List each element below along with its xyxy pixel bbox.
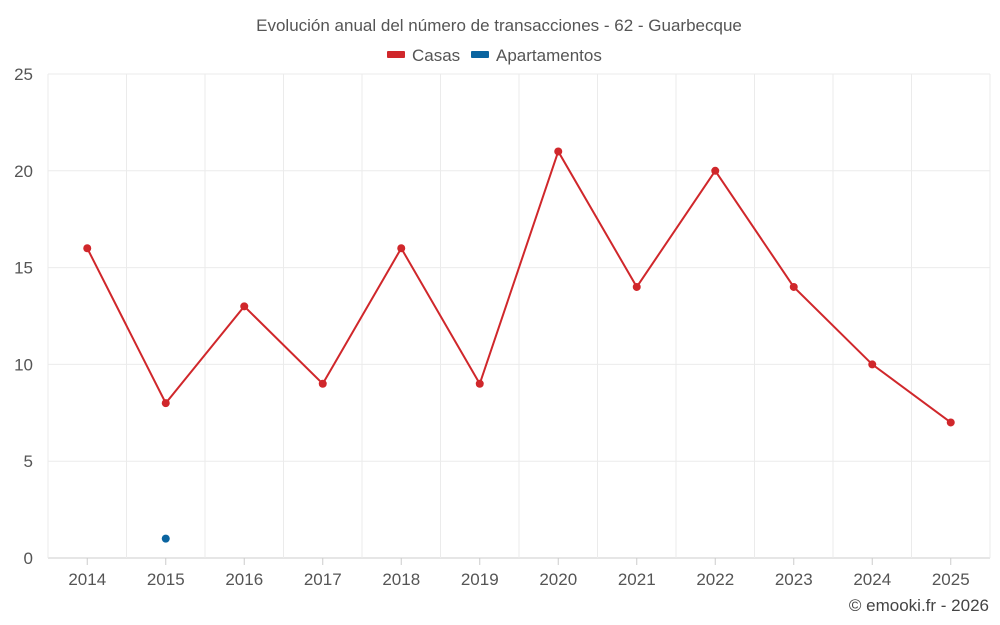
x-tick-label: 2017 (304, 570, 342, 589)
data-point-casas[interactable] (632, 282, 641, 291)
y-axis-ticks: 0 5 10 15 20 25 (14, 65, 33, 568)
data-point-casas[interactable] (161, 399, 170, 408)
data-point-casas[interactable] (789, 282, 798, 291)
data-point-casas[interactable] (240, 302, 249, 311)
x-tick-label: 2021 (618, 570, 656, 589)
data-point-casas[interactable] (475, 379, 484, 388)
y-tick-label: 0 (24, 549, 33, 568)
x-tick-label: 2019 (461, 570, 499, 589)
series-layer (83, 147, 955, 543)
x-tick-label: 2025 (932, 570, 970, 589)
x-tick-label: 2024 (853, 570, 891, 589)
data-point-apartamentos[interactable] (161, 534, 170, 543)
data-point-casas[interactable] (83, 244, 92, 253)
credit-text: © emooki.fr - 2026 (849, 596, 989, 615)
y-tick-label: 25 (14, 65, 33, 84)
x-tick-label: 2022 (696, 570, 734, 589)
data-point-casas[interactable] (554, 147, 563, 156)
legend-swatch-casas (387, 51, 405, 58)
grid (47, 73, 991, 559)
data-point-casas[interactable] (868, 360, 877, 369)
legend: Casas Apartamentos (387, 46, 602, 65)
x-tick-label: 2023 (775, 570, 813, 589)
legend-label-apartamentos[interactable]: Apartamentos (496, 46, 602, 65)
y-tick-label: 15 (14, 259, 33, 278)
data-point-casas[interactable] (397, 244, 406, 253)
x-tick-label: 2020 (539, 570, 577, 589)
y-tick-label: 10 (14, 355, 33, 374)
y-tick-label: 5 (24, 452, 33, 471)
legend-swatch-apartamentos (471, 51, 489, 58)
x-tick-label: 2018 (382, 570, 420, 589)
x-tick-label: 2016 (225, 570, 263, 589)
x-tick-label: 2014 (68, 570, 106, 589)
x-axis-ticks: 2014 2015 2016 2017 2018 2019 2020 2021 2022 2023… (68, 558, 970, 589)
y-tick-label: 20 (14, 162, 33, 181)
x-tick-label: 2015 (147, 570, 185, 589)
data-point-casas[interactable] (318, 379, 327, 388)
chart-title: Evolución anual del número de transaccio… (256, 16, 742, 35)
data-point-casas[interactable] (946, 418, 955, 427)
series-line-casas (86, 149, 952, 424)
legend-label-casas[interactable]: Casas (412, 46, 460, 65)
data-point-casas[interactable] (711, 166, 720, 175)
